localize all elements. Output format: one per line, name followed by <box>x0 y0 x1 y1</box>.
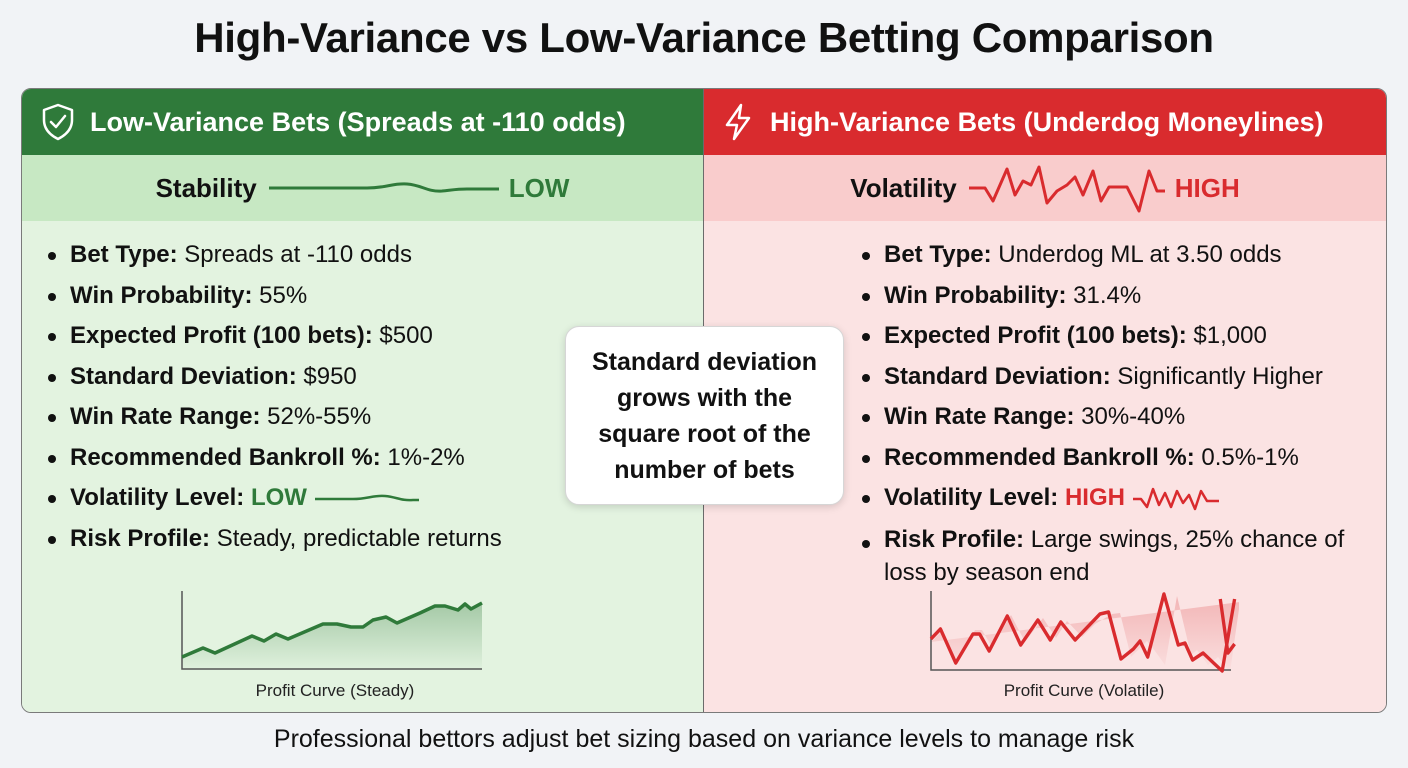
list-item: Volatility Level: HIGH <box>862 478 1362 519</box>
list-item: Standard Deviation: $950 <box>48 357 502 398</box>
high-variance-header: High-Variance Bets (Underdog Moneylines) <box>704 89 1386 155</box>
lightning-bolt-icon <box>718 102 758 142</box>
steady-profit-chart <box>181 591 483 670</box>
page-title: High-Variance vs Low-Variance Betting Co… <box>194 14 1214 61</box>
volatility-level: HIGH <box>1174 172 1240 203</box>
high-variance-title: High-Variance Bets (Underdog Moneylines) <box>770 106 1324 137</box>
steady-chart-caption: Profit Curve (Steady) <box>255 681 415 700</box>
list-item: Bet Type: Underdog ML at 3.50 odds <box>862 235 1362 276</box>
comparison-frame: Low-Variance Bets (Spreads at -110 odds)… <box>21 88 1387 713</box>
zigzag-line-icon <box>968 165 1165 213</box>
list-item: Win Probability: 55% <box>48 276 502 317</box>
list-item: Risk Profile: Steady, predictable return… <box>48 519 502 560</box>
zigzag-line-icon <box>1132 487 1219 510</box>
list-item: Win Probability: 31.4% <box>862 276 1362 317</box>
low-variance-facts: Bet Type: Spreads at -110 odds Win Proba… <box>48 235 502 559</box>
volatility-meter: Volatility HIGH <box>704 155 1386 221</box>
list-item: Expected Profit (100 bets): $1,000 <box>862 316 1362 357</box>
volatile-profit-chart <box>929 591 1239 673</box>
stability-level: LOW <box>508 172 570 203</box>
list-item: Recommended Bankroll %: 0.5%-1% <box>862 438 1362 479</box>
stability-label: Stability <box>155 172 257 203</box>
list-item: Expected Profit (100 bets): $500 <box>48 316 502 357</box>
std-dev-callout: Standard deviation grows with the square… <box>565 326 844 505</box>
stability-meter: Stability LOW <box>22 155 703 221</box>
list-item: Risk Profile: Large swings, 25% chance o… <box>862 519 1362 589</box>
list-item: Standard Deviation: Significantly Higher <box>862 357 1362 398</box>
low-variance-title: Low-Variance Bets (Spreads at -110 odds) <box>90 106 626 137</box>
low-variance-header: Low-Variance Bets (Spreads at -110 odds) <box>22 89 703 155</box>
list-item: Bet Type: Spreads at -110 odds <box>48 235 502 276</box>
flat-line-icon <box>314 494 419 502</box>
shield-check-icon <box>38 102 78 142</box>
list-item: Win Rate Range: 30%-40% <box>862 397 1362 438</box>
footer-note: Professional bettors adjust bet sizing b… <box>273 725 1135 753</box>
volatile-chart-caption: Profit Curve (Volatile) <box>1003 681 1165 700</box>
list-item: Win Rate Range: 52%-55% <box>48 397 502 438</box>
list-item: Volatility Level: LOW <box>48 478 502 519</box>
high-variance-facts: Bet Type: Underdog ML at 3.50 odds Win P… <box>862 235 1362 589</box>
low-variance-panel: Low-Variance Bets (Spreads at -110 odds)… <box>22 89 704 712</box>
high-variance-panel: High-Variance Bets (Underdog Moneylines)… <box>704 89 1386 712</box>
list-item: Recommended Bankroll %: 1%-2% <box>48 438 502 479</box>
flat-line-icon <box>268 182 499 193</box>
volatility-label: Volatility <box>850 172 957 203</box>
